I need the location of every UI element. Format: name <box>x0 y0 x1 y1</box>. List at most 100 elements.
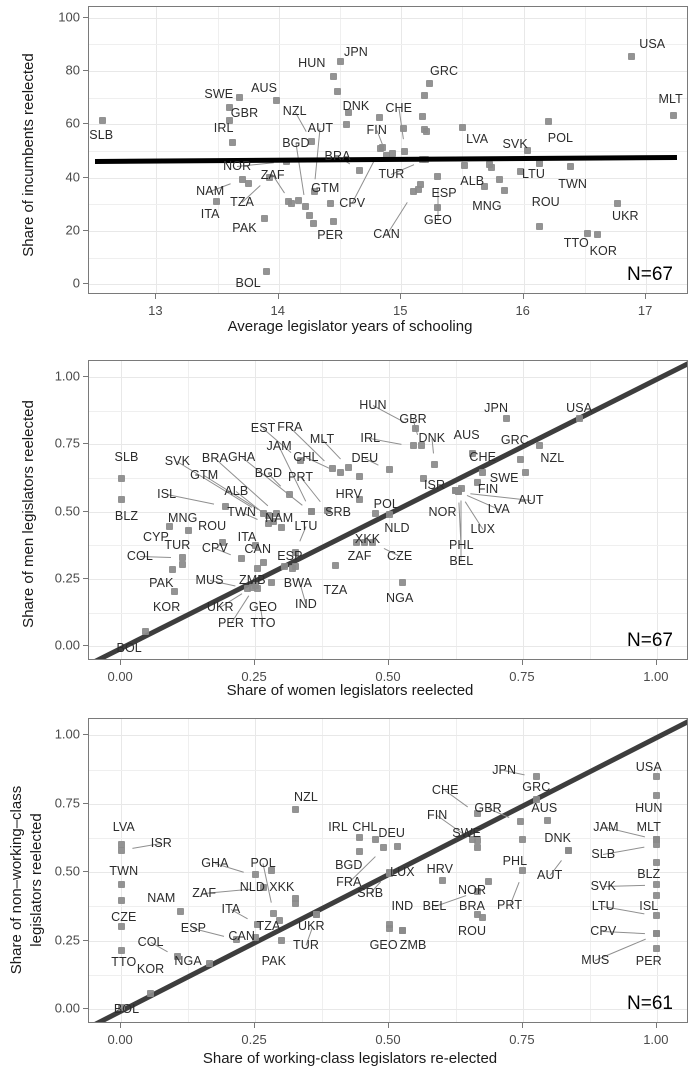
data-point <box>353 539 361 547</box>
data-point <box>275 916 283 924</box>
data-point <box>356 848 364 856</box>
data-point <box>536 222 544 230</box>
data-point <box>473 837 481 845</box>
y-axis-tick-label: 0.75 <box>54 795 80 811</box>
y-axis-tick-mark <box>83 577 88 579</box>
country-label: AUS <box>251 81 278 96</box>
country-label: GTM <box>311 181 340 196</box>
gridline-vertical-minor <box>188 719 190 1022</box>
data-point <box>356 166 364 174</box>
y-axis-tick-mark <box>83 16 88 18</box>
country-label: CHL <box>293 449 319 464</box>
gridline-vertical <box>255 361 257 659</box>
data-point <box>488 163 496 171</box>
data-point <box>259 883 267 891</box>
country-label: SWE <box>204 86 234 101</box>
country-label: SVK <box>164 453 191 468</box>
country-label: IRL <box>213 121 234 136</box>
country-label: XKK <box>354 531 381 546</box>
country-label: ZMB <box>239 573 266 588</box>
data-point <box>265 173 273 181</box>
data-point <box>627 52 635 60</box>
country-label: MUS <box>195 573 224 588</box>
trend-line <box>95 155 677 165</box>
country-label: BRA <box>201 450 228 465</box>
country-label: UKR <box>611 209 639 224</box>
country-label: HRV <box>335 487 363 502</box>
data-point <box>536 159 544 167</box>
data-point <box>425 79 433 87</box>
data-point <box>479 913 487 921</box>
x-axis-tick-label: 0.50 <box>375 669 401 684</box>
country-label: BWA <box>283 575 313 590</box>
country-label: DNK <box>544 830 572 845</box>
country-label: ROU <box>531 194 560 209</box>
country-label: TWN <box>558 177 588 192</box>
country-label: DNK <box>418 430 446 445</box>
country-label: CPV <box>201 540 228 555</box>
data-point <box>653 880 661 888</box>
country-label: XKK <box>269 880 295 895</box>
country-label: GRC <box>522 780 551 795</box>
country-label: NOR <box>457 882 487 897</box>
country-label: BLZ <box>114 508 139 523</box>
country-label: POL <box>250 855 276 870</box>
gridline-horizontal <box>89 17 687 19</box>
data-point <box>259 509 267 517</box>
country-label: CZE <box>111 910 137 925</box>
data-point <box>519 835 527 843</box>
country-label: NAM <box>265 511 294 526</box>
data-point <box>251 934 259 942</box>
country-label: ITA <box>237 530 257 545</box>
country-label: JPN <box>343 45 368 60</box>
data-point <box>281 563 289 571</box>
data-point <box>117 496 125 504</box>
country-label: GBR <box>230 106 259 121</box>
country-label: SVK <box>590 878 616 893</box>
gridline-vertical-minor <box>322 361 324 659</box>
panel-1-y-axis-label: Share of incumbents reelected <box>20 53 37 257</box>
country-label: MLT <box>658 92 683 106</box>
country-label: BLZ <box>637 866 661 881</box>
country-label: DEU <box>378 825 406 840</box>
data-point <box>473 887 481 895</box>
data-point <box>356 496 364 504</box>
country-label: EST <box>250 421 276 436</box>
x-axis-tick-mark <box>388 660 389 665</box>
gridline-horizontal-minor <box>89 974 687 976</box>
data-point <box>389 150 397 158</box>
country-label: TZA <box>323 582 348 597</box>
data-point <box>409 187 417 195</box>
country-label: TUR <box>164 538 191 553</box>
data-point <box>522 469 530 477</box>
data-point <box>653 945 661 953</box>
data-point <box>141 627 149 635</box>
data-point <box>254 564 262 572</box>
data-point <box>523 146 531 154</box>
country-label: PHL <box>502 854 528 869</box>
panel-incumbents: Share of incumbents reelected SLB ITA SWE I… <box>0 0 700 345</box>
data-point <box>259 559 267 567</box>
country-label: LVA <box>466 132 489 146</box>
data-point <box>272 96 280 104</box>
country-label: MNG <box>472 198 502 213</box>
gridline-vertical <box>278 7 280 293</box>
country-label: LTU <box>521 166 545 181</box>
data-point <box>434 172 442 180</box>
data-point <box>575 415 583 423</box>
data-point <box>117 474 125 482</box>
country-label: NAM <box>196 184 225 198</box>
data-point <box>519 867 527 875</box>
data-point <box>117 880 125 888</box>
data-point <box>342 120 350 128</box>
gridline-vertical <box>121 361 123 659</box>
data-point <box>372 835 380 843</box>
country-label: ZMB <box>399 937 427 952</box>
data-point <box>409 442 417 450</box>
x-axis-tick-mark <box>254 1023 256 1028</box>
country-label: SLB <box>114 449 139 464</box>
data-point <box>291 805 299 813</box>
panel-men-women: Share of men legislators reelected SLB BL… <box>0 352 700 712</box>
data-point <box>171 587 179 595</box>
data-point <box>653 859 661 867</box>
